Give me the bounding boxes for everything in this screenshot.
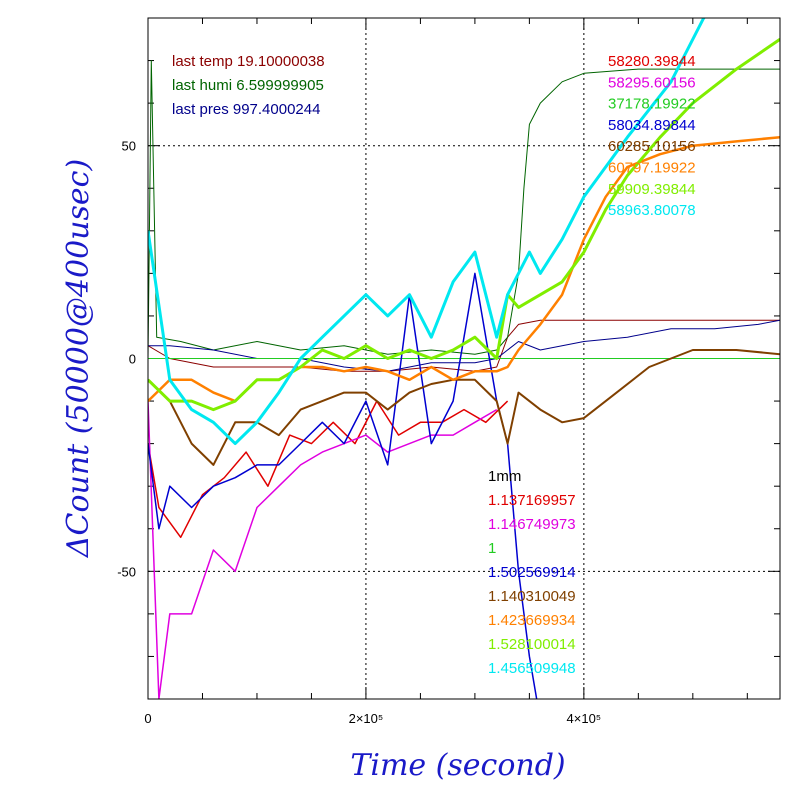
left-annotation-2: last pres 997.4000244 — [172, 101, 320, 118]
series-line-0 — [148, 319, 780, 372]
tick-labels: 0 2×10⁵ 4×10⁵ -50 0 50 — [117, 139, 601, 726]
series-group — [148, 18, 780, 699]
middle-annotation-6: 1.423669934 — [488, 612, 576, 629]
middle-annotation-2: 1.146749973 — [488, 516, 576, 533]
series-line-7 — [148, 349, 780, 466]
right-annotation-6: 59909.39844 — [608, 181, 696, 198]
right-annotation-5: 60797.19922 — [608, 160, 696, 177]
x-tick-label-2: 4×10⁵ — [567, 711, 602, 726]
right-annotation-7: 58963.80078 — [608, 202, 696, 219]
right-annotation-2: 37178.19922 — [608, 96, 696, 113]
y-tick-label-1: 0 — [129, 352, 136, 367]
right-annotation-1: 58295.60156 — [608, 74, 696, 91]
middle-annotation-5: 1.140310049 — [488, 588, 576, 605]
middle-annotation-3: 1 — [488, 540, 496, 557]
series-line-5 — [148, 401, 498, 699]
left-annotation-1: last humi 6.599999905 — [172, 77, 324, 94]
y-tick-label-2: 50 — [122, 139, 136, 154]
middle-annotation-4: 1.502569914 — [488, 564, 576, 581]
series-line-9 — [148, 38, 780, 412]
middle-annotation-0: 1mm — [488, 468, 521, 485]
right-annotation-0: 58280.39844 — [608, 53, 696, 70]
annotations: last temp 19.10000038 last humi 6.5999999… — [172, 53, 696, 677]
middle-annotation-7: 1.528100014 — [488, 636, 576, 653]
x-tick-label-1: 2×10⁵ — [349, 711, 384, 726]
series-line-2 — [148, 319, 780, 372]
x-axis-title: Time (second) — [350, 748, 565, 783]
series-line-4 — [148, 400, 509, 539]
middle-annotation-8: 1.456509948 — [488, 660, 576, 677]
right-annotation-3: 58034.89844 — [608, 117, 696, 134]
left-annotation-0: last temp 19.10000038 — [172, 53, 325, 70]
series-line-6 — [148, 272, 538, 699]
x-tick-label-0: 0 — [144, 711, 151, 726]
y-axis-title: ΔCount (50000@400usec) — [61, 159, 96, 558]
series-line-10 — [148, 18, 706, 446]
y-tick-label-0: -50 — [117, 564, 136, 579]
middle-annotation-1: 1.137169957 — [488, 492, 576, 509]
right-annotation-4: 60285.10156 — [608, 138, 696, 155]
plot-frame — [147, 17, 781, 700]
